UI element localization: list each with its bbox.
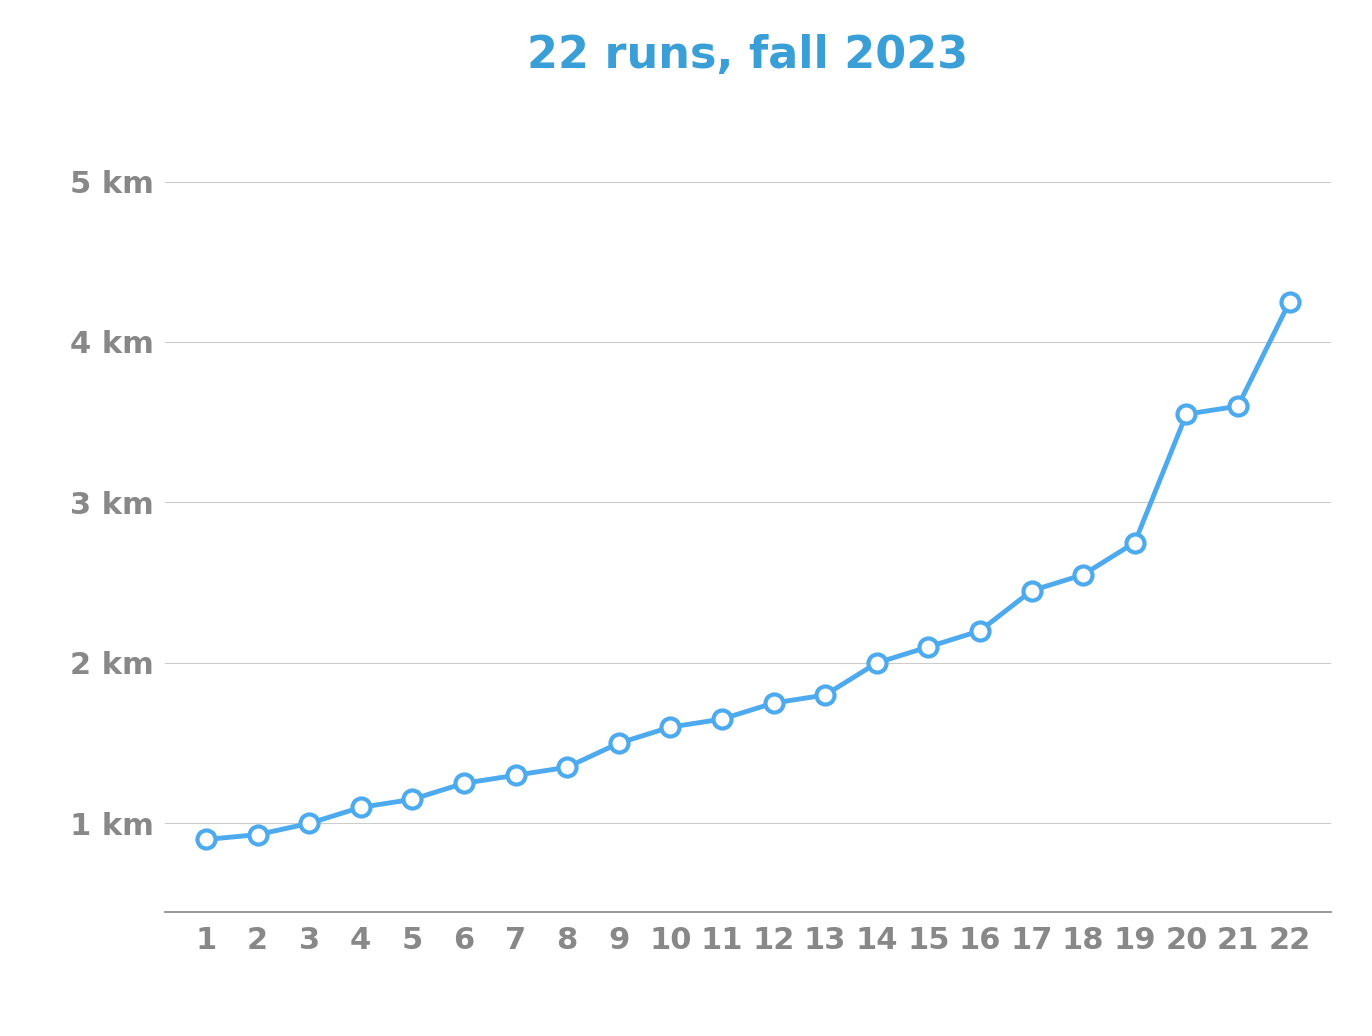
Title: 22 runs, fall 2023: 22 runs, fall 2023 bbox=[527, 34, 969, 78]
